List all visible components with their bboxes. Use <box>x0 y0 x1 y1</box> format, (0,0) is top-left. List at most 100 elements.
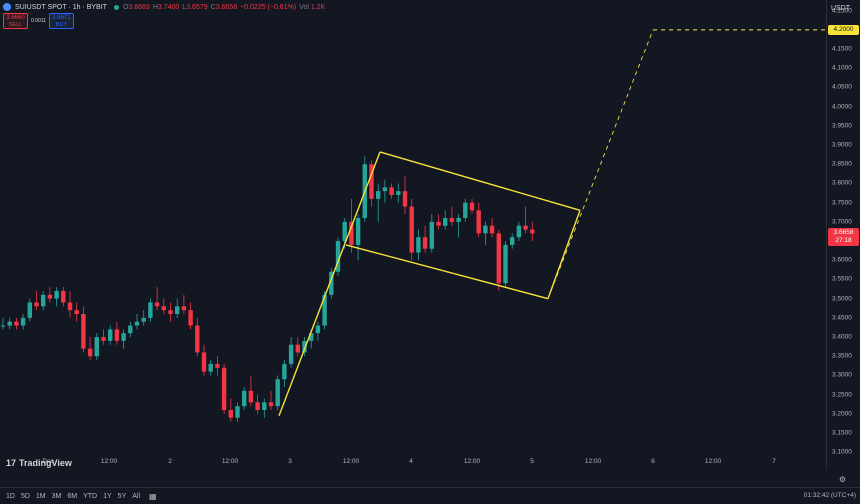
candle <box>302 337 307 357</box>
timeframe-button[interactable]: YTD <box>83 492 98 500</box>
candle <box>510 233 515 249</box>
candle <box>449 206 455 226</box>
projection-dashed-line[interactable] <box>547 29 654 299</box>
flag-upper-trendline[interactable] <box>379 151 581 212</box>
candle <box>288 337 294 368</box>
candle <box>195 317 200 357</box>
currency-selector[interactable]: USDT <box>830 5 850 12</box>
clock[interactable]: 01:32:42 (UTC+4) <box>803 492 856 499</box>
chart-canvas[interactable] <box>0 0 826 470</box>
candle <box>242 386 247 411</box>
price-tick-label: 4.2500 <box>832 7 852 15</box>
candle <box>389 183 394 199</box>
candle <box>382 179 388 203</box>
candle <box>530 221 535 242</box>
spread-value: 0.0011 <box>31 18 46 24</box>
price-tick-label: 3.7500 <box>832 199 852 207</box>
sell-button[interactable]: 3.6660 SELL <box>3 13 28 29</box>
time-axis[interactable]: Dec 12:00 2 12:00 3 12:00 4 12:00 5 12:00 6 12:00 7 <box>0 458 826 470</box>
candle <box>67 290 73 318</box>
time-label: 7 <box>772 458 776 465</box>
candle <box>228 398 233 422</box>
candle <box>148 298 153 322</box>
time-label: 2 <box>168 458 172 465</box>
price-tick-label: 4.0000 <box>832 103 852 111</box>
timeframe-button[interactable]: 6M <box>67 492 78 500</box>
candle <box>154 287 160 311</box>
time-label: 12:00 <box>704 458 722 465</box>
time-label: 6 <box>651 458 655 465</box>
timeframe-button[interactable]: 3M <box>51 492 62 500</box>
time-label: 4 <box>409 458 413 465</box>
timeframe-button[interactable]: 1Y <box>103 492 112 500</box>
price-tick-label: 3.8500 <box>832 160 852 168</box>
candle <box>188 302 193 330</box>
candle <box>94 333 99 361</box>
candle <box>262 398 267 418</box>
candle <box>0 317 6 330</box>
candle <box>483 221 488 245</box>
gear-icon[interactable]: ⚙ <box>838 475 846 484</box>
time-label: Dec <box>42 458 54 465</box>
candle <box>469 198 475 215</box>
price-tick-label: 3.2000 <box>832 410 852 418</box>
price-chart[interactable] <box>0 0 826 470</box>
price-tick-label: 3.4000 <box>832 333 852 341</box>
candle <box>27 298 32 322</box>
calendar-range-icon[interactable]: ▦ <box>149 491 157 501</box>
candle <box>402 175 408 215</box>
tradingview-logo-icon: 17 <box>6 458 17 468</box>
timeframe-button[interactable]: All <box>132 492 141 500</box>
ohlc-label: L <box>182 3 187 11</box>
candle <box>235 402 240 422</box>
timeframe-button[interactable]: 5D <box>20 492 30 500</box>
price-tick-label: 3.4500 <box>832 314 852 322</box>
price-tick-label: 3.5000 <box>832 295 852 303</box>
candle <box>121 329 126 349</box>
price-tick-label: 3.9000 <box>832 141 852 149</box>
candle <box>463 198 468 222</box>
candle <box>335 237 341 276</box>
buy-button[interactable]: 3.6671 BUY <box>48 13 74 29</box>
price-scale[interactable]: 4.2500 4.2000 4.1500 4.1000 4.0500 4.0000 3.95… <box>826 0 860 470</box>
time-label: 12:00 <box>342 458 360 465</box>
chart-legend: SUIUSDT SPOT · 1h · BYBIT O3.6683 H3.7400… <box>0 0 700 34</box>
current-price-label: 3.6658 27:18 <box>828 227 859 246</box>
flag-lower-trendline[interactable] <box>345 244 549 300</box>
timeframe-button[interactable]: 5Y <box>117 492 127 500</box>
flagpole-line[interactable] <box>278 151 381 417</box>
price-tick-label: 3.3000 <box>832 371 852 379</box>
ohlc-value: 3.7400 <box>157 3 180 11</box>
ohlc-value: 3.6658 <box>215 3 238 11</box>
candle <box>443 210 448 230</box>
symbol-name[interactable]: SUIUSDT SPOT · 1h · BYBIT <box>15 3 107 11</box>
candle <box>409 198 414 261</box>
time-label: 12:00 <box>100 458 118 465</box>
candle <box>255 394 260 414</box>
candle <box>54 287 59 307</box>
timeframe-button[interactable]: 1D <box>6 492 15 500</box>
ohlc-label: C <box>210 3 216 11</box>
candle <box>282 360 287 387</box>
timeframe-button[interactable]: 1M <box>35 492 46 500</box>
candle <box>134 314 140 330</box>
time-label: 12:00 <box>584 458 602 465</box>
ohlc-label: H <box>152 3 158 11</box>
flag-right-edge-line[interactable] <box>547 210 581 299</box>
bottom-toolbar: 1D 5D 1M 3M 6M YTD 1Y 5Y All ▦ <box>0 487 860 504</box>
candle <box>34 290 39 311</box>
candle <box>456 214 461 238</box>
candle <box>14 317 19 330</box>
tradingview-logo: 17 TradingView <box>6 458 72 468</box>
price-tick-label: 3.8000 <box>832 179 852 187</box>
candle <box>141 310 146 326</box>
candle <box>376 183 381 222</box>
price-tick-label: 3.1000 <box>832 448 852 456</box>
candle <box>275 375 280 411</box>
candle <box>369 160 374 207</box>
price-tick-label: 3.6000 <box>832 256 852 264</box>
candle <box>181 294 187 315</box>
time-label: 3 <box>288 458 292 465</box>
bar-countdown: 27:18 <box>835 236 852 244</box>
target-price-label[interactable]: 4.2000 <box>828 24 859 35</box>
